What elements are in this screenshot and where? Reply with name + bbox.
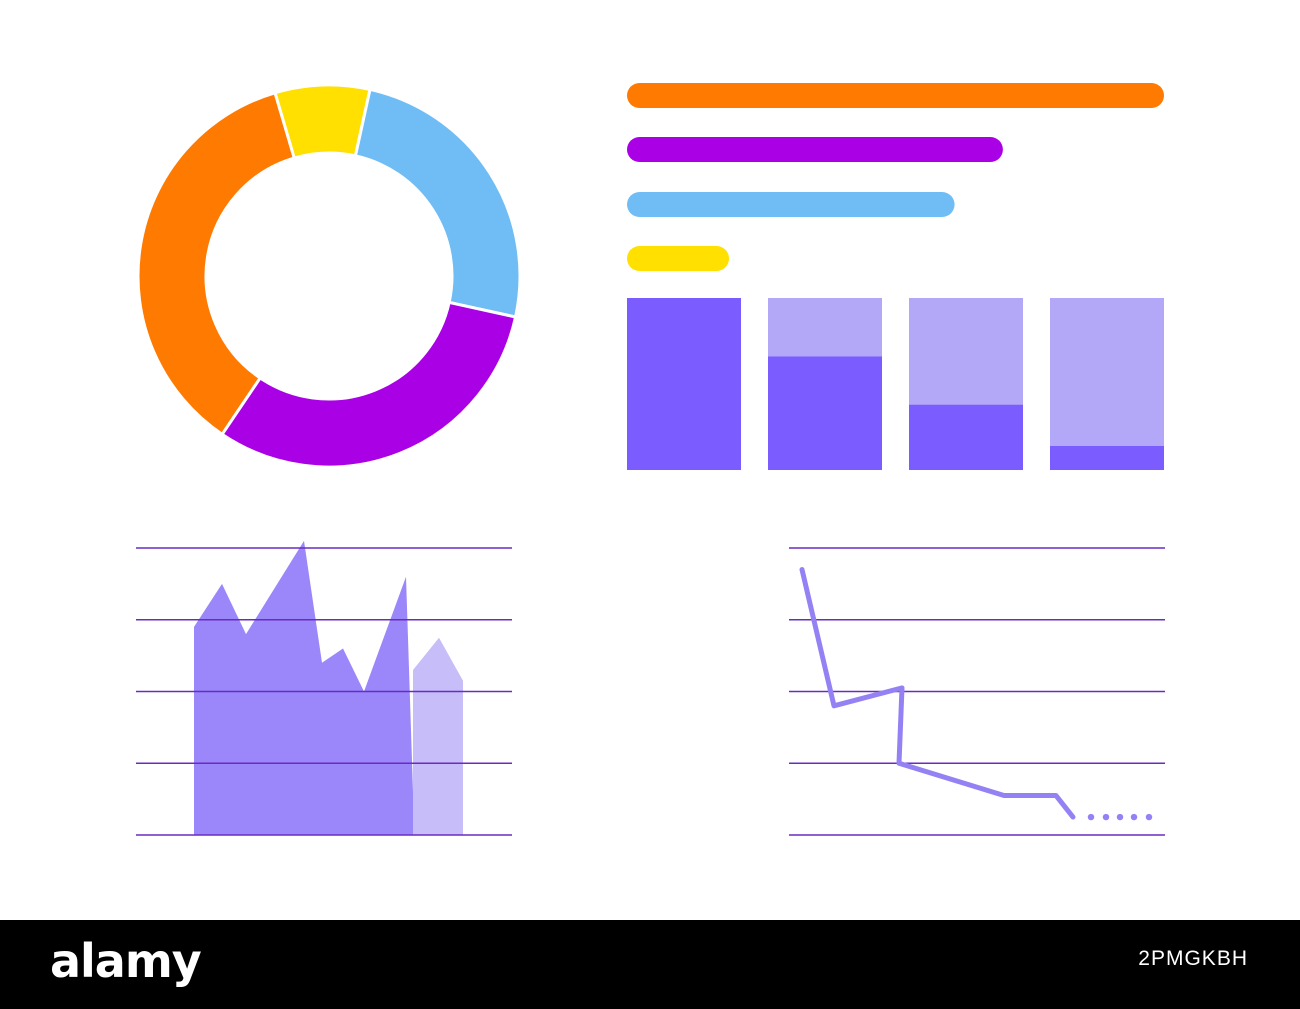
stacked-bar-light-3: [909, 298, 1023, 405]
hbar-orange: [627, 83, 1164, 108]
image-id-label: 2PMGKBH: [1138, 947, 1248, 970]
donut-slice-orange: [136, 90, 297, 437]
area-chart: [136, 540, 512, 836]
charts-svg: [136, 83, 1165, 836]
line-tail-dot-1: [1087, 813, 1095, 821]
stacked-bar-dark-3: [909, 404, 1023, 470]
line-series: [799, 567, 1076, 820]
line-tail-dot-2: [1102, 813, 1110, 821]
area-series-light: [413, 637, 463, 835]
stacked-bar-dark-1: [627, 298, 741, 470]
line-chart: [789, 547, 1165, 836]
stacked-bar-dark-2: [768, 356, 882, 470]
donut-slice-blue: [353, 87, 522, 319]
stacked-bar-light-2: [768, 298, 882, 357]
area-series-main: [194, 540, 413, 835]
line-tail-dot-4: [1130, 813, 1138, 821]
stacked-bar-chart: [627, 298, 1164, 470]
infographic-canvas: [136, 83, 1165, 836]
line-tail-dot-3: [1116, 813, 1124, 821]
donut-slice-purple: [220, 300, 518, 469]
line-tail-dot-5: [1145, 813, 1153, 821]
donut-chart: [136, 83, 522, 469]
footer-bar: alamy 2PMGKBH: [0, 920, 1300, 1009]
horizontal-bar-chart: [627, 83, 1164, 271]
stacked-bar-dark-4: [1050, 445, 1164, 470]
stacked-bar-light-4: [1050, 298, 1164, 446]
hbar-purple: [627, 137, 1003, 162]
hbar-yellow: [627, 246, 730, 271]
brand-logo: alamy: [50, 934, 202, 988]
hbar-blue: [627, 192, 955, 217]
